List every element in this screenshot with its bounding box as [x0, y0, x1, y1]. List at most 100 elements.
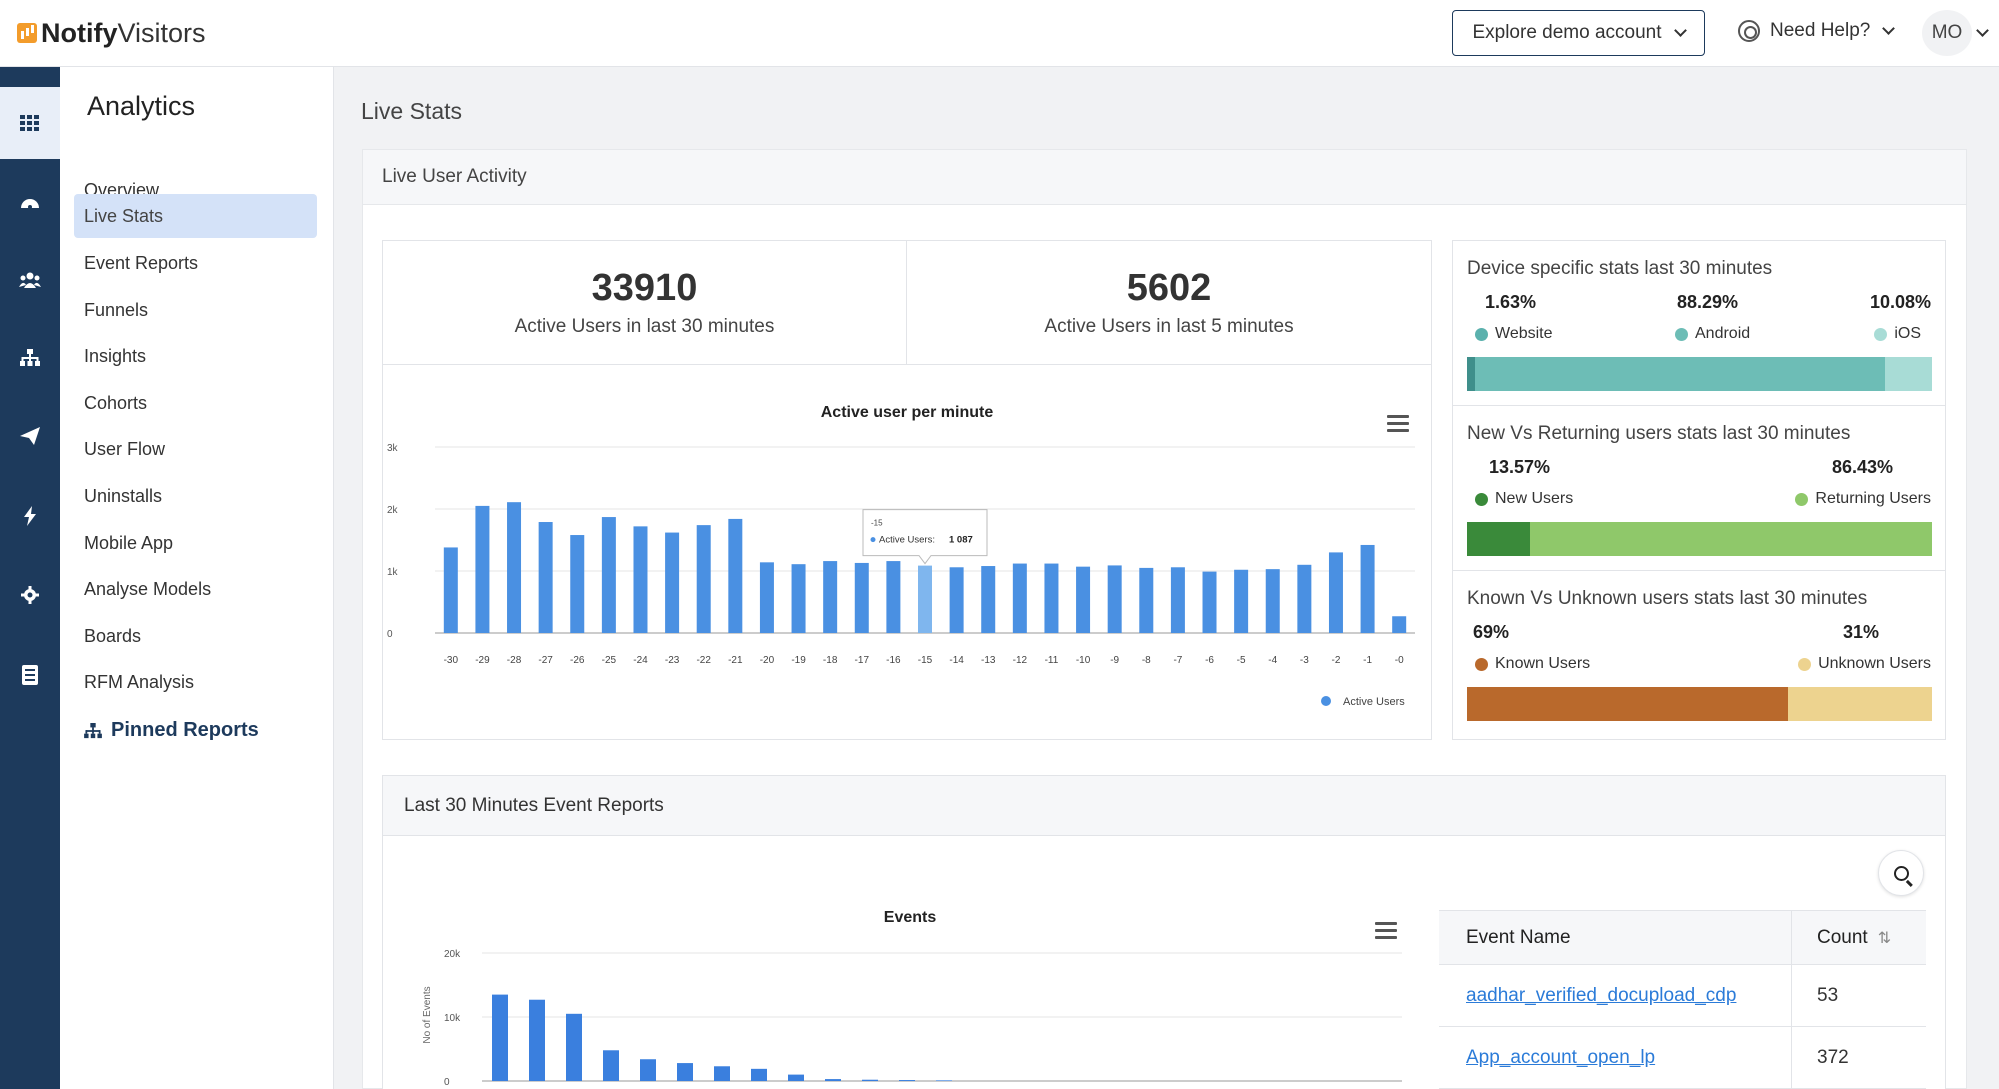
- bar: [696, 525, 711, 633]
- sidebar-item-boards[interactable]: Boards: [84, 625, 142, 646]
- sidebar-item-analyse-models[interactable]: Analyse Models: [84, 578, 212, 599]
- sidebar-item-funnels[interactable]: Funnels: [84, 299, 149, 320]
- table-row: App_account_open_lp 372: [1439, 1027, 1926, 1089]
- rail-bolt[interactable]: [0, 480, 60, 552]
- brand-light: Visitors: [117, 17, 206, 48]
- send-icon: [20, 427, 40, 445]
- x-tick-label: -9: [1110, 655, 1119, 666]
- sidebar-item-user-flow[interactable]: User Flow: [84, 438, 166, 459]
- event-name-link[interactable]: App_account_open_lp: [1466, 1046, 1656, 1068]
- x-tick-label: -14: [949, 655, 964, 666]
- event-count: 53: [1817, 984, 1839, 1006]
- bar: [529, 999, 545, 1081]
- sidebar-item-rfm-analysis[interactable]: RFM Analysis: [84, 671, 195, 692]
- event-name-link[interactable]: aadhar_verified_docupload_cdp: [1466, 984, 1737, 1006]
- sidebar-item-mobile-app[interactable]: Mobile App: [84, 532, 174, 553]
- legend-ios: iOS: [1874, 325, 1921, 343]
- kpi-30-min: 33910 Active Users in last 30 minutes: [383, 241, 907, 365]
- events-search-button[interactable]: [1878, 850, 1924, 896]
- legend-label: New Users: [1495, 490, 1574, 507]
- chart-menu-icon[interactable]: [1387, 415, 1409, 433]
- y-axis-label: No of Events: [422, 986, 433, 1043]
- sort-icon[interactable]: ⇅: [1877, 929, 1892, 947]
- table-header: Event Name Count ⇅: [1439, 910, 1926, 965]
- rail-sitemap[interactable]: [0, 322, 60, 394]
- x-tick-label: -23: [665, 655, 680, 666]
- device-stats-bar: [1467, 357, 1932, 391]
- bar: [886, 561, 901, 633]
- active-users-card: 33910 Active Users in last 30 minutes 56…: [382, 240, 1432, 740]
- rail-report[interactable]: [0, 639, 60, 711]
- bar: [566, 1013, 582, 1081]
- bar: [538, 522, 553, 633]
- y-tick-label: 20k: [444, 949, 461, 960]
- sitemap-icon: [20, 349, 40, 366]
- sidebar-item-insights[interactable]: Insights: [84, 345, 147, 366]
- column-count[interactable]: Count ⇅: [1792, 911, 1926, 964]
- avatar-chevron-down-icon[interactable]: [1976, 24, 1989, 37]
- panel-title: Live User Activity: [363, 150, 1966, 205]
- x-tick-label: -1: [1363, 655, 1372, 666]
- event-reports-title: Last 30 Minutes Event Reports: [383, 776, 1945, 836]
- bar: [759, 562, 774, 633]
- events-table: Event Name Count ⇅ aadhar_verified_docupl…: [1439, 910, 1926, 1089]
- rail-users[interactable]: [0, 244, 60, 316]
- need-help-button[interactable]: Need Help?: [1738, 20, 1896, 42]
- legend-dot: [1675, 327, 1688, 341]
- x-tick-label: -24: [633, 655, 648, 666]
- x-tick-label: -11: [1045, 655, 1059, 666]
- bar: [492, 994, 508, 1081]
- ios-pct: 10.08%: [1869, 292, 1931, 312]
- rail-send[interactable]: [0, 400, 60, 472]
- bar: [1012, 563, 1027, 633]
- explore-demo-button[interactable]: Explore demo account: [1452, 10, 1705, 56]
- chevron-down-icon: [1673, 24, 1687, 37]
- explore-demo-label: Explore demo account: [1472, 22, 1662, 43]
- chart-title: Active user per minute: [821, 404, 994, 421]
- x-tick-label: -17: [855, 655, 870, 666]
- rail-apps-grid[interactable]: [0, 87, 60, 159]
- legend-label: Unknown Users: [1818, 655, 1931, 672]
- rail-dashboard[interactable]: [0, 166, 60, 238]
- bar-segment-android: [1474, 357, 1886, 391]
- x-tick-label: -30: [444, 655, 459, 666]
- sidebar-item-event-reports[interactable]: Event Reports: [84, 252, 199, 273]
- x-tick-label: -18: [823, 655, 838, 666]
- android-pct: 88.29%: [1677, 292, 1739, 312]
- sidebar-item-cohorts[interactable]: Cohorts: [84, 392, 148, 413]
- x-tick-label: -0: [1395, 655, 1404, 666]
- x-tick-label: -15: [918, 655, 933, 666]
- x-tick-label: -28: [507, 655, 522, 666]
- tooltip-value: 1 087: [949, 535, 973, 546]
- x-tick-label: -7: [1173, 655, 1182, 666]
- new-users-pct: 13.57%: [1489, 457, 1551, 477]
- need-help-label: Need Help?: [1770, 20, 1871, 41]
- legend-unknown-users: Unknown Users: [1798, 655, 1931, 673]
- bar: [677, 1063, 693, 1081]
- logo[interactable]: Notify Visitors: [17, 18, 206, 49]
- x-tick-label: -29: [475, 655, 490, 666]
- users-icon: [19, 272, 41, 288]
- gear-icon: [21, 586, 39, 604]
- sidebar-item-live-stats[interactable]: Live Stats: [74, 194, 317, 238]
- returning-users-pct: 86.43%: [1831, 457, 1893, 477]
- x-tick-label: -27: [538, 655, 553, 666]
- legend-label: iOS: [1894, 325, 1921, 342]
- bolt-icon: [24, 506, 36, 526]
- pinned-reports-label: Pinned Reports: [111, 719, 259, 741]
- avatar[interactable]: MO: [1922, 10, 1972, 56]
- legend-label: Android: [1695, 325, 1751, 342]
- rail-settings[interactable]: [0, 559, 60, 631]
- table-row: aadhar_verified_docupload_cdp 53: [1439, 965, 1926, 1027]
- sidebar-item-uninstalls[interactable]: Uninstalls: [84, 485, 163, 506]
- bar-segment-website: [1467, 357, 1475, 391]
- search-icon: [1893, 865, 1909, 881]
- kpi-label: Active Users in last 5 minutes: [1044, 316, 1294, 337]
- known-users-pct: 69%: [1473, 622, 1510, 642]
- column-event-name[interactable]: Event Name: [1439, 911, 1792, 964]
- pinned-reports-link[interactable]: Pinned Reports: [84, 719, 259, 742]
- events-chart-menu-icon[interactable]: [1375, 922, 1397, 940]
- bar: [854, 562, 869, 633]
- legend-returning-users: Returning Users: [1795, 490, 1931, 508]
- bar: [918, 565, 932, 633]
